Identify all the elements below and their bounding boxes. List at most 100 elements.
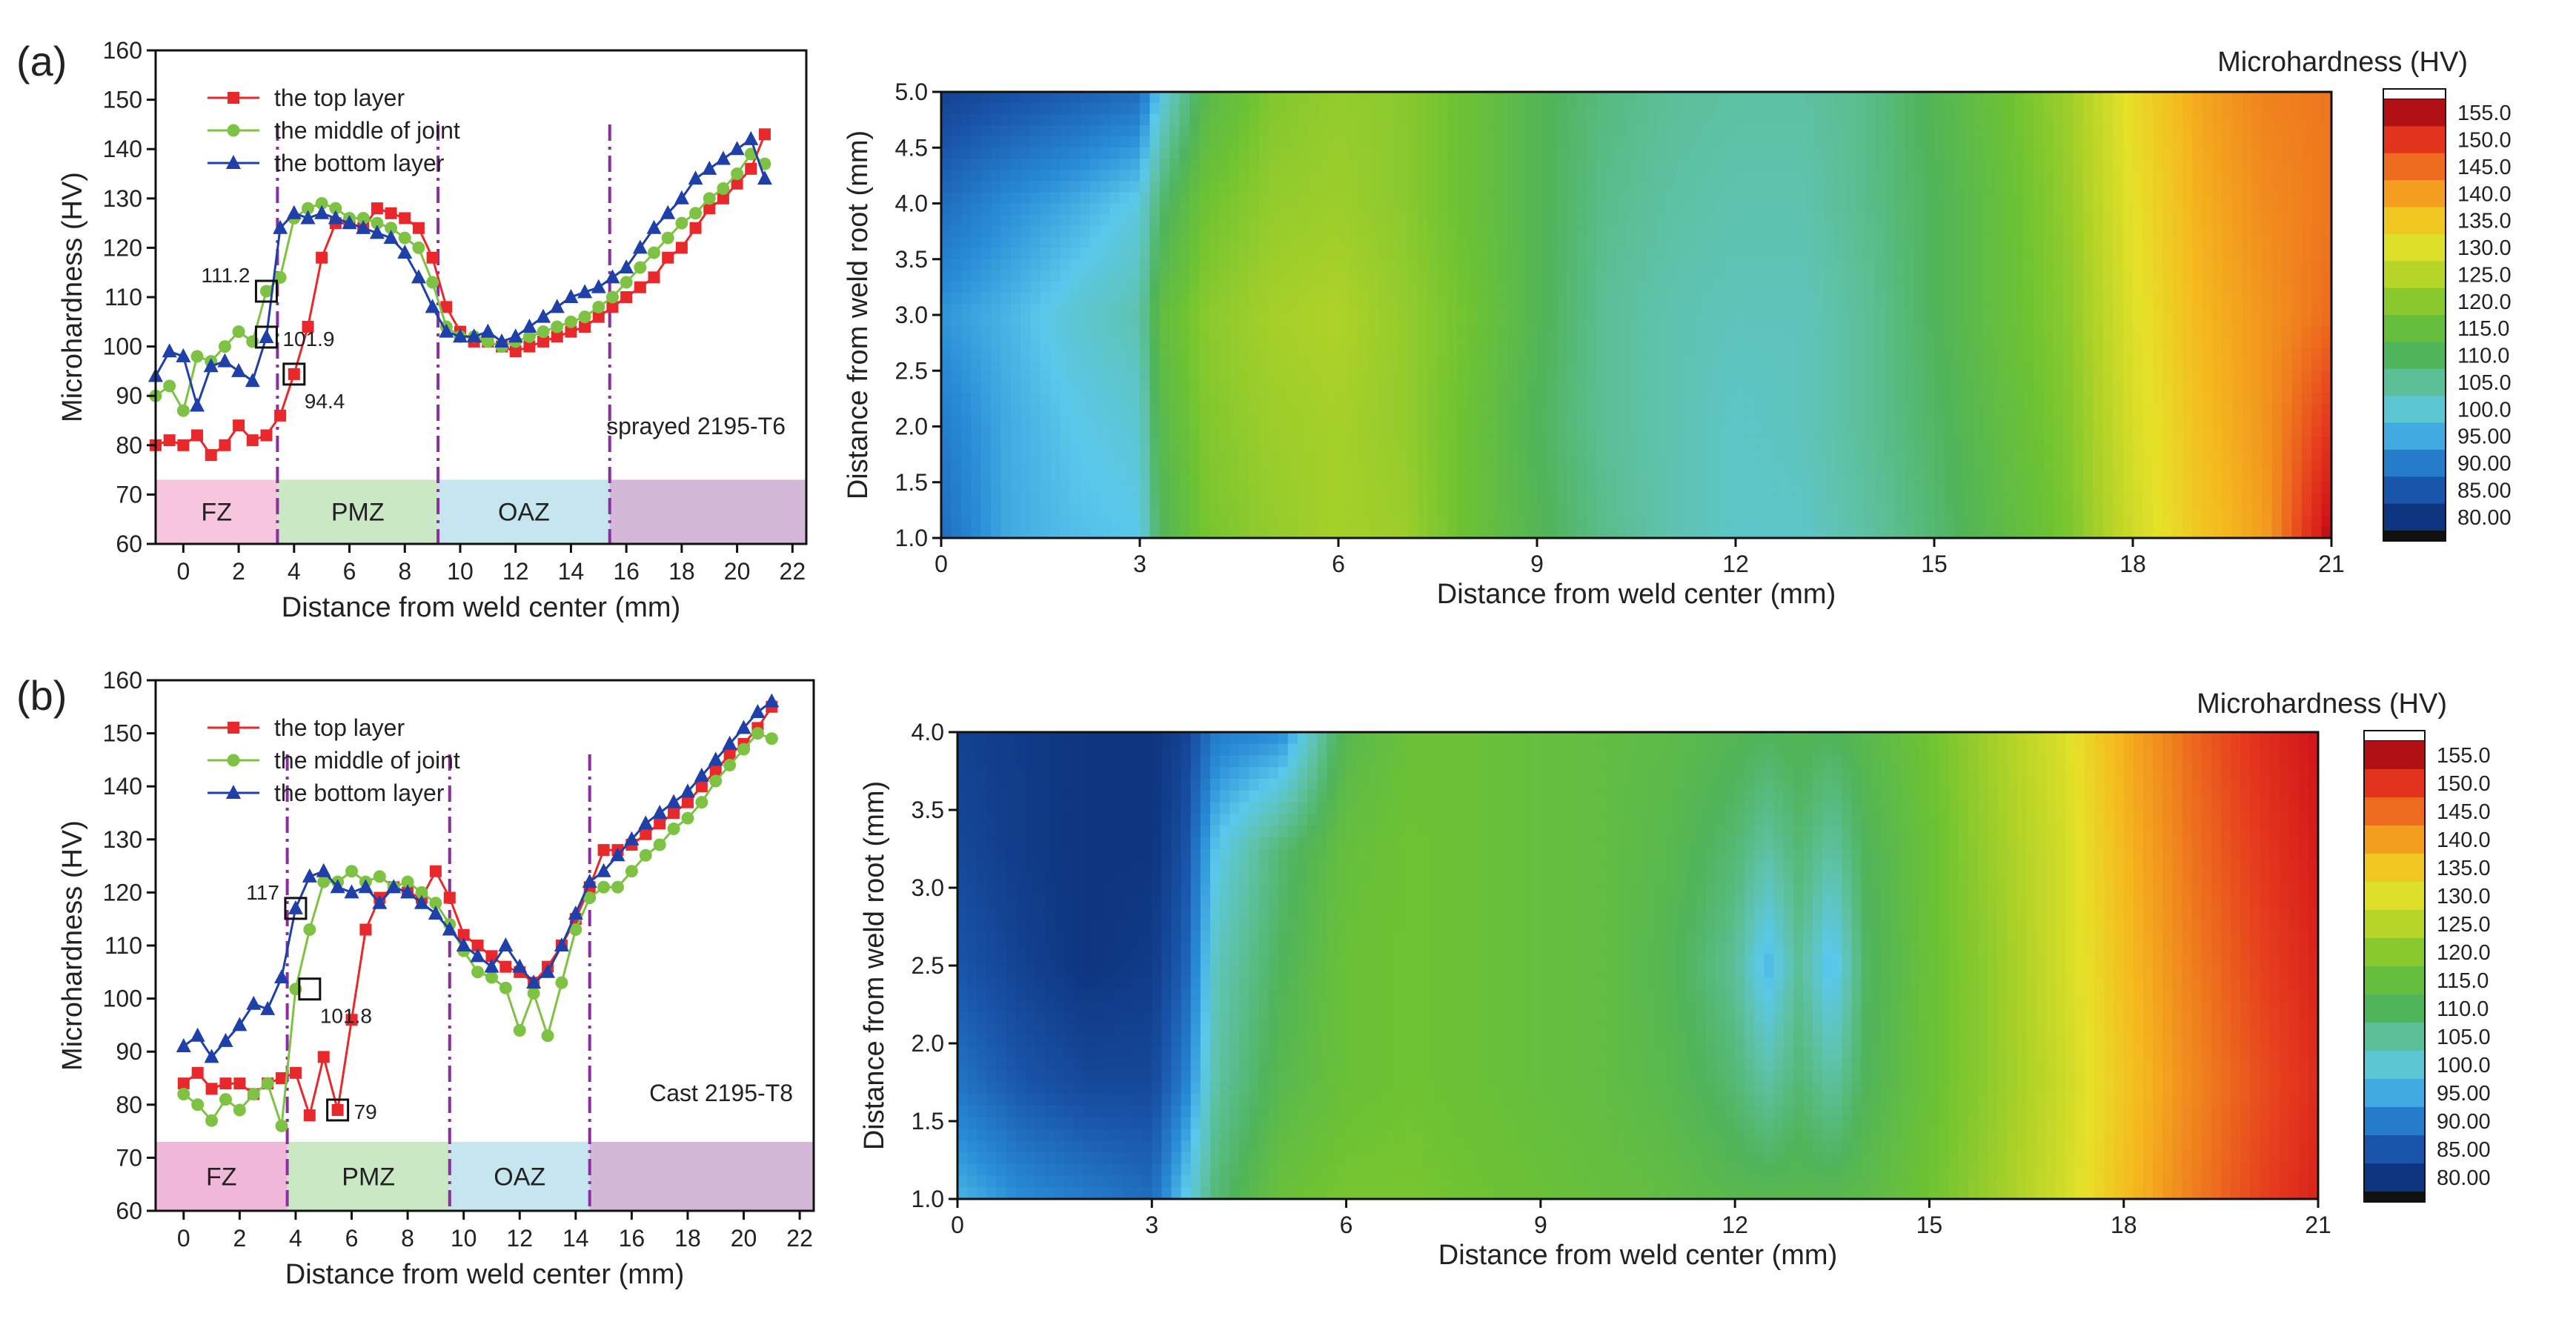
contour-cell bbox=[1725, 125, 1736, 137]
contour-cell bbox=[1278, 225, 1289, 238]
contour-cell bbox=[1249, 426, 1260, 439]
contour-cell bbox=[1785, 259, 1796, 271]
contour-cell bbox=[2043, 437, 2054, 450]
contour-cell bbox=[1189, 225, 1201, 238]
contour-cell bbox=[991, 459, 1002, 472]
contour-cell bbox=[1795, 281, 1806, 293]
contour-cell bbox=[1547, 326, 1558, 338]
contour-cell bbox=[1050, 415, 1061, 428]
contour-cell bbox=[1050, 515, 1061, 528]
contour-cell bbox=[1984, 270, 1995, 282]
contour-cell bbox=[1775, 448, 1786, 461]
contour-cell bbox=[1318, 159, 1330, 171]
contour-cell bbox=[1994, 270, 2005, 282]
contour-cell bbox=[1994, 493, 2005, 505]
contour-cell bbox=[1090, 147, 1101, 160]
contour-cell bbox=[1080, 315, 1091, 327]
contour-cell bbox=[1745, 103, 1756, 115]
contour-cell bbox=[1795, 437, 1806, 450]
contour-cell bbox=[1845, 515, 1856, 528]
contour-cell bbox=[1487, 270, 1498, 282]
contour-cell bbox=[1338, 303, 1350, 316]
contour-cell bbox=[2003, 303, 2014, 316]
contour-cell bbox=[1328, 371, 1339, 383]
contour-cell bbox=[1169, 482, 1181, 494]
contour-cell bbox=[1795, 136, 1806, 149]
contour-cell bbox=[1626, 292, 1637, 305]
contour-cell bbox=[1000, 426, 1012, 439]
contour-cell bbox=[1308, 259, 1319, 271]
contour-cell bbox=[2003, 114, 2014, 126]
contour-cell bbox=[1736, 92, 1747, 104]
contour-cell bbox=[1120, 504, 1131, 516]
contour-cell bbox=[1716, 493, 1727, 505]
contour-cell bbox=[2034, 515, 2045, 528]
contour-cell bbox=[1725, 147, 1736, 160]
contour-cell bbox=[1080, 170, 1091, 182]
contour-cell bbox=[1070, 225, 1081, 238]
contour-cell bbox=[1825, 515, 1836, 528]
contour-cell bbox=[1239, 337, 1250, 349]
contour-cell bbox=[1348, 203, 1359, 216]
contour-cell bbox=[1616, 459, 1627, 472]
contour-cell bbox=[1805, 270, 1816, 282]
contour-cell bbox=[1497, 170, 1508, 182]
contour-cell bbox=[1368, 437, 1379, 450]
contour-cell bbox=[1338, 170, 1350, 182]
contour-cell bbox=[1497, 326, 1508, 338]
contour-cell bbox=[1070, 404, 1081, 416]
contour-cell bbox=[1030, 437, 1041, 450]
contour-cell bbox=[1914, 515, 1925, 528]
contour-cell bbox=[1010, 404, 1021, 416]
contour-cell bbox=[991, 426, 1002, 439]
contour-cell bbox=[1953, 92, 1965, 104]
contour-cell bbox=[2034, 281, 2045, 293]
contour-cell bbox=[1368, 103, 1379, 115]
contour-cell bbox=[1179, 382, 1190, 394]
contour-cell bbox=[2053, 92, 2064, 104]
contour-cell bbox=[960, 404, 972, 416]
contour-cell bbox=[1308, 181, 1319, 193]
contour-cell bbox=[1696, 214, 1707, 227]
contour-cell bbox=[1785, 125, 1796, 137]
contour-cell bbox=[1090, 225, 1101, 238]
contour-cell bbox=[1447, 359, 1458, 372]
contour-cell bbox=[1736, 359, 1747, 372]
contour-cell bbox=[1646, 114, 1657, 126]
contour-cell bbox=[1358, 448, 1369, 461]
contour-cell bbox=[1050, 159, 1061, 171]
contour-cell bbox=[1289, 337, 1300, 349]
contour-cell bbox=[1447, 448, 1458, 461]
contour-cell bbox=[1934, 515, 1945, 528]
contour-cell bbox=[1606, 181, 1617, 193]
contour-cell bbox=[1944, 147, 1955, 160]
contour-cell bbox=[1507, 170, 1518, 182]
contour-cell bbox=[1358, 526, 1369, 539]
contour-cell bbox=[2034, 493, 2045, 505]
contour-cell bbox=[1040, 426, 1052, 439]
contour-cell bbox=[1567, 315, 1578, 327]
contour-cell bbox=[1427, 437, 1438, 450]
contour-cell bbox=[1686, 404, 1697, 416]
contour-cell bbox=[1885, 259, 1896, 271]
contour-cell bbox=[1438, 281, 1449, 293]
contour-cell bbox=[1447, 526, 1458, 539]
contour-cell bbox=[1308, 393, 1319, 405]
contour-cell bbox=[1845, 348, 1856, 360]
contour-cell bbox=[1159, 359, 1170, 372]
contour-cell bbox=[1149, 259, 1161, 271]
data-point-a-0 bbox=[731, 177, 743, 190]
contour-cell bbox=[1239, 147, 1250, 160]
contour-cell bbox=[1338, 371, 1350, 383]
contour-cell bbox=[941, 236, 952, 249]
contour-cell bbox=[2113, 515, 2124, 528]
contour-cell bbox=[1636, 382, 1647, 394]
contour-cell bbox=[1120, 170, 1131, 182]
contour-cell bbox=[1497, 192, 1508, 205]
contour-cell bbox=[1596, 147, 1607, 160]
contour-cell bbox=[1636, 236, 1647, 249]
contour-cell bbox=[1140, 281, 1151, 293]
contour-cell bbox=[1120, 136, 1131, 149]
contour-cell bbox=[1556, 415, 1567, 428]
contour-cell bbox=[1835, 382, 1846, 394]
